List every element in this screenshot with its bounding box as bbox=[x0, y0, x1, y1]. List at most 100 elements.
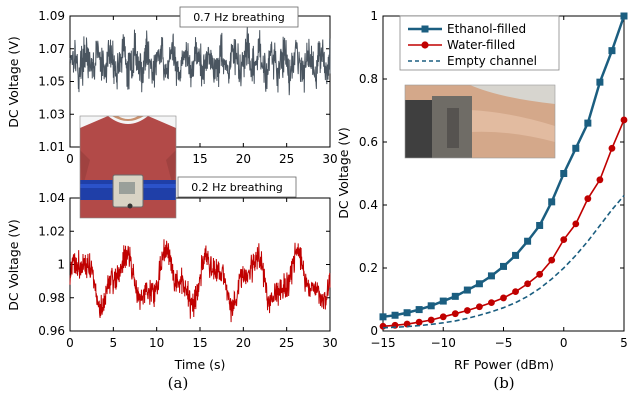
x-tick-label: 15 bbox=[192, 336, 207, 350]
data-point-ethanol bbox=[391, 311, 399, 319]
x-tick-label: 10 bbox=[149, 336, 164, 350]
data-point-water bbox=[476, 303, 483, 311]
y-tick-label: 1.03 bbox=[38, 107, 65, 121]
y-tick-label: 1.01 bbox=[38, 140, 65, 154]
annotation-box bbox=[177, 176, 297, 198]
y-tick-label: 1.05 bbox=[38, 75, 65, 89]
annotation-box bbox=[179, 6, 299, 28]
legend: Ethanol-filled Water-filled Empty channe… bbox=[399, 15, 560, 71]
data-point-water bbox=[560, 236, 568, 244]
legend-label-water: Water-filled bbox=[447, 38, 515, 52]
x-axis-label: Time (s) bbox=[174, 357, 226, 372]
x-tick-label: 30 bbox=[322, 152, 337, 166]
photo-chest-sensor bbox=[79, 115, 177, 219]
legend-label-ethanol: Ethanol-filled bbox=[447, 22, 526, 36]
y-tick-label: 1.09 bbox=[38, 9, 65, 23]
data-point-water bbox=[596, 176, 604, 184]
series-group bbox=[379, 12, 628, 330]
x-tick-label: 0 bbox=[560, 336, 568, 350]
x-tick-label: 25 bbox=[279, 336, 294, 350]
data-point-ethanol bbox=[500, 262, 507, 270]
data-point-water bbox=[439, 313, 447, 321]
data-point-water bbox=[584, 195, 592, 203]
data-point-ethanol bbox=[512, 251, 520, 259]
panel-a-bottom: 0.96 0.98 1 1.02 1.04 0 5 10 15 20 25 30 DC Voltage… bbox=[6, 176, 338, 372]
data-point-water bbox=[427, 316, 435, 324]
data-point-water bbox=[415, 318, 423, 326]
x-tick-label: 0 bbox=[66, 152, 74, 166]
data-point-ethanol bbox=[427, 302, 435, 310]
series-line-2 bbox=[382, 195, 625, 329]
data-point-ethanol bbox=[536, 221, 544, 229]
data-point-water bbox=[572, 220, 580, 228]
data-point-ethanol bbox=[560, 170, 568, 177]
legend-marker-water bbox=[421, 41, 429, 49]
y-tick-label: 1.02 bbox=[38, 224, 65, 238]
data-point-water bbox=[500, 294, 507, 302]
y-tick-label: 0.8 bbox=[359, 72, 378, 86]
data-point-water bbox=[548, 256, 556, 264]
legend-marker-ethanol bbox=[421, 25, 429, 33]
legend-label-empty: Empty channel bbox=[447, 54, 537, 68]
data-point-ethanol bbox=[403, 309, 411, 317]
data-point-water bbox=[488, 299, 495, 307]
y-tick-label: 1.04 bbox=[38, 191, 65, 205]
data-point-ethanol bbox=[415, 306, 423, 314]
data-point-ethanol bbox=[608, 47, 616, 55]
x-tick-label: 20 bbox=[236, 336, 251, 350]
photo-wrist-sensor bbox=[404, 84, 556, 159]
panel-b: 00.20.40.60.81−15 −10 −5 0 5 DC Voltage (V) … bbox=[336, 9, 628, 372]
signal-line bbox=[69, 26, 331, 96]
y-tick-label: 0 bbox=[370, 324, 378, 338]
x-tick-label: 25 bbox=[279, 152, 294, 166]
panel-a-top: 1.011.031.051.071.09051015202530 DC Volt… bbox=[6, 6, 338, 166]
x-tick-label: 5 bbox=[620, 336, 628, 350]
data-point-ethanol bbox=[584, 119, 592, 127]
axis-ticks: 0 0.2 0.4 0.6 0.8 1 −15 −10 −5 0 5 bbox=[359, 9, 628, 350]
annotation-text: 0.2 Hz breathing bbox=[191, 181, 283, 194]
y-tick-label: 0.2 bbox=[359, 261, 378, 275]
data-point-ethanol bbox=[379, 313, 387, 321]
y-tick-label: 0.96 bbox=[38, 324, 65, 338]
y-axis-label: DC Voltage (V) bbox=[6, 219, 21, 311]
data-point-ethanol bbox=[487, 272, 495, 280]
y-axis-label: DC Voltage (V) bbox=[6, 36, 21, 128]
x-tick-label: −15 bbox=[370, 336, 395, 350]
y-tick-label: 0.6 bbox=[359, 135, 378, 149]
data-point-ethanol bbox=[620, 12, 628, 20]
x-tick-label: −10 bbox=[431, 336, 456, 350]
y-tick-label: 1 bbox=[57, 258, 65, 272]
x-tick-label: 30 bbox=[322, 336, 337, 350]
x-tick-label: 0 bbox=[66, 336, 74, 350]
x-tick-label: 20 bbox=[236, 152, 251, 166]
y-tick-label: 0.98 bbox=[38, 291, 65, 305]
data-point-ethanol bbox=[572, 144, 580, 152]
data-point-ethanol bbox=[596, 78, 604, 86]
data-point-water bbox=[608, 144, 616, 152]
data-point-ethanol bbox=[475, 280, 483, 288]
x-tick-label: 5 bbox=[110, 336, 118, 350]
caption-b: (b) bbox=[493, 374, 514, 392]
y-tick-label: 1.07 bbox=[38, 42, 65, 56]
y-tick-label: 0.4 bbox=[359, 198, 378, 212]
data-point-water bbox=[451, 310, 459, 318]
data-point-ethanol bbox=[439, 297, 447, 305]
y-axis-label: DC Voltage (V) bbox=[336, 127, 351, 219]
x-tick-label: 15 bbox=[192, 152, 207, 166]
data-point-water bbox=[620, 116, 628, 124]
data-point-water bbox=[463, 307, 471, 314]
x-tick-label: −5 bbox=[495, 336, 513, 350]
data-point-water bbox=[524, 280, 531, 288]
annotation-text: 0.7 Hz breathing bbox=[193, 11, 285, 24]
x-axis-label: RF Power (dBm) bbox=[454, 357, 554, 372]
data-point-ethanol bbox=[524, 237, 532, 245]
data-point-water bbox=[536, 270, 544, 278]
data-point-ethanol bbox=[451, 292, 459, 300]
signal-line bbox=[69, 239, 331, 323]
caption-a: (a) bbox=[168, 374, 189, 392]
data-point-ethanol bbox=[463, 286, 471, 294]
y-tick-label: 1 bbox=[370, 9, 378, 23]
data-point-ethanol bbox=[548, 198, 556, 206]
data-point-water bbox=[512, 288, 519, 296]
